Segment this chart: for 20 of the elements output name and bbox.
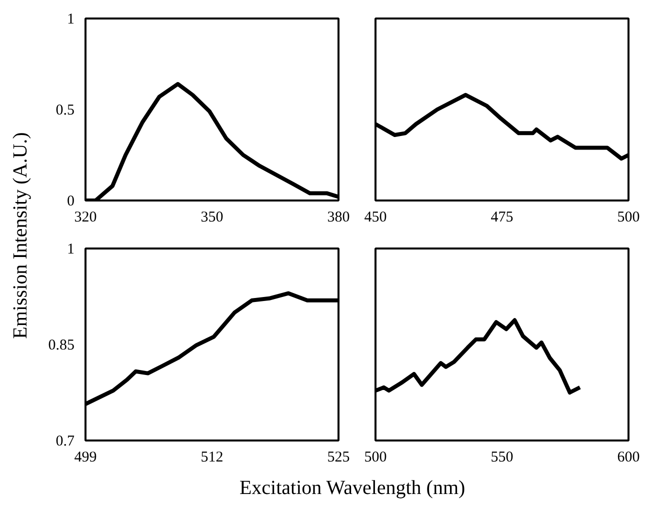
- x-tick-label: 350: [200, 210, 224, 226]
- y-tick-label: 0.5: [56, 102, 74, 118]
- x-tick-label: 475: [490, 210, 514, 226]
- y-tick-label: 0.85: [48, 338, 74, 354]
- x-tick-label: 500: [364, 450, 387, 466]
- x-tick-label: 600: [617, 450, 640, 466]
- x-tick-label: 500: [617, 210, 640, 226]
- x-tick-label: 550: [490, 450, 514, 466]
- x-tick-label: 380: [327, 210, 350, 226]
- x-tick-label: 450: [364, 210, 387, 226]
- y-tick-label: 1: [67, 12, 74, 28]
- x-axis-title: Excitation Wavelength (nm): [239, 477, 466, 499]
- x-tick-label: 525: [327, 450, 350, 466]
- y-tick-label: 1: [67, 242, 74, 258]
- x-tick-label: 512: [200, 450, 224, 466]
- x-tick-label: 499: [74, 450, 97, 466]
- x-tick-label: 320: [74, 210, 97, 226]
- y-axis-title: Emission Intensity (A.U.): [10, 132, 32, 339]
- y-tick-label: 0: [67, 194, 74, 210]
- y-tick-label: 0.7: [56, 434, 75, 450]
